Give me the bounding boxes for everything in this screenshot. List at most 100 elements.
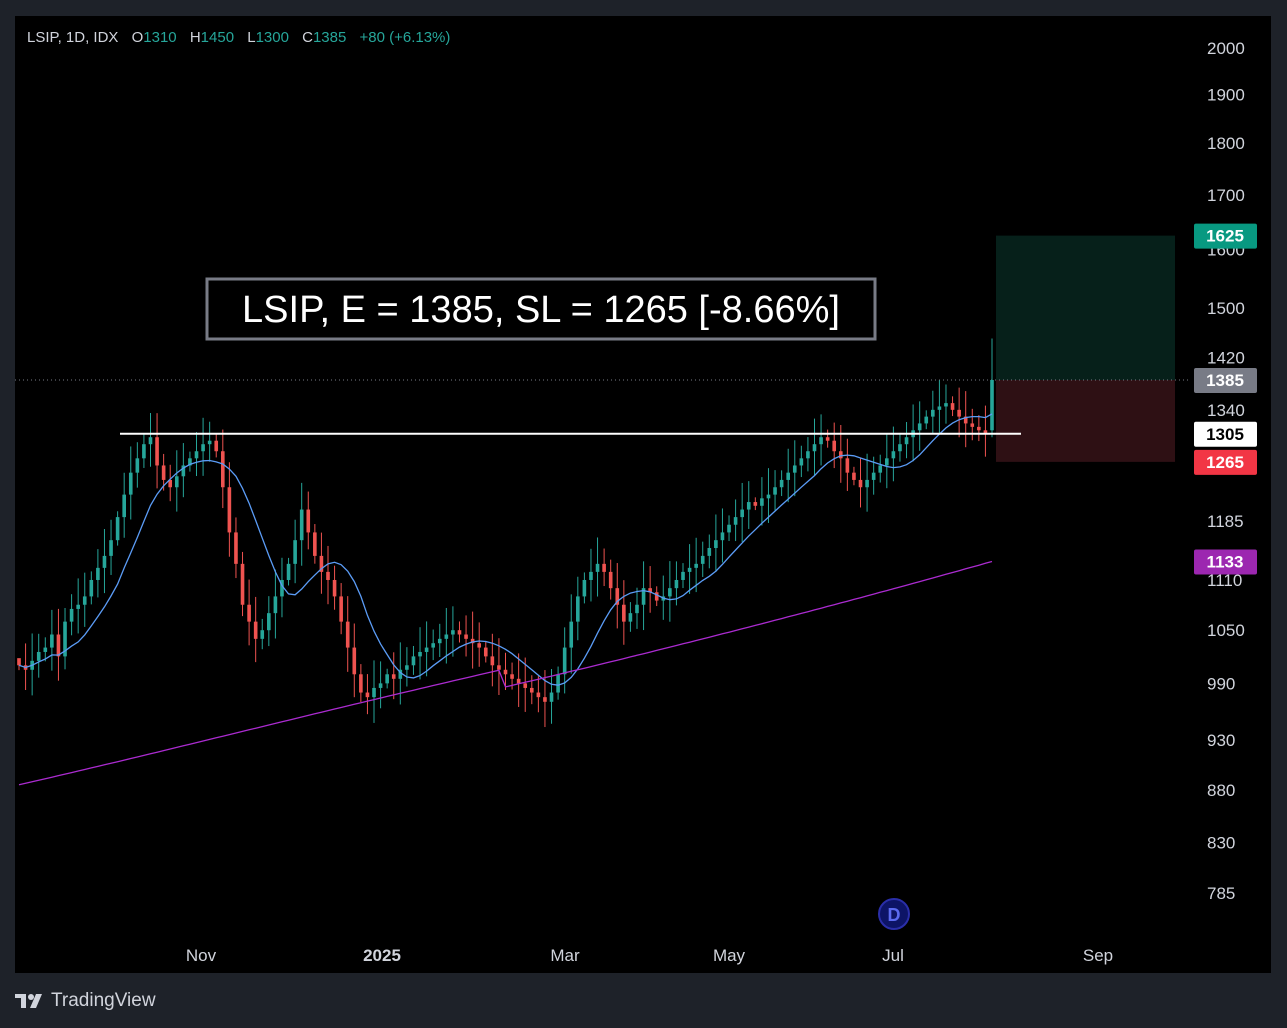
candle-body — [405, 665, 409, 670]
tradingview-logo-icon — [15, 994, 42, 1008]
candle-body — [562, 647, 567, 675]
y-axis-tick-label: 1800 — [1207, 134, 1245, 153]
candle-body — [365, 692, 370, 698]
candle-body — [181, 465, 186, 477]
candle-body — [418, 651, 422, 657]
candle-body — [424, 647, 429, 652]
candle-body — [115, 517, 120, 541]
candle-body — [234, 532, 238, 564]
y-axis-tick-label: 1900 — [1207, 85, 1245, 104]
candle-body — [904, 437, 909, 445]
candle-body — [977, 426, 981, 431]
y-axis-tick-label: 880 — [1207, 781, 1235, 800]
candle-body — [569, 621, 574, 648]
candle-body — [319, 555, 324, 572]
candle-body — [188, 458, 192, 466]
x-axis-tick-label: Nov — [186, 946, 217, 965]
candle-body — [286, 563, 291, 580]
y-axis-tick-label: 930 — [1207, 731, 1235, 750]
candle-body — [464, 634, 468, 639]
candle-body — [779, 479, 784, 488]
ma-fast-line — [18, 413, 993, 686]
candle-body — [891, 451, 896, 459]
candle-body — [931, 409, 935, 417]
candle-body — [885, 458, 889, 466]
price-tag-label: 1625 — [1206, 227, 1244, 246]
candle-body — [845, 458, 850, 473]
candle-body — [477, 643, 482, 648]
candle-body — [227, 487, 232, 533]
low-label: L — [247, 29, 256, 46]
candle-body — [707, 548, 712, 556]
candle-body — [700, 555, 705, 564]
candle-body — [201, 444, 205, 452]
candle-body — [490, 656, 495, 666]
candle-body — [615, 588, 620, 605]
candle-body — [483, 647, 488, 657]
price-tag-label: 1133 — [1207, 552, 1244, 571]
candle-body — [799, 458, 804, 466]
candle-body — [654, 592, 659, 601]
candle-body — [240, 563, 245, 605]
y-axis-tick-label: 1700 — [1207, 186, 1245, 205]
candle-body — [865, 479, 869, 488]
candle-body — [247, 604, 251, 622]
candle-body — [641, 588, 646, 605]
candle-body — [944, 403, 948, 407]
candle-body — [326, 571, 330, 580]
price-tag-label: 1385 — [1206, 371, 1244, 390]
candle-body — [207, 440, 212, 445]
y-axis-tick-label: 830 — [1207, 834, 1235, 853]
candle-body — [628, 613, 633, 622]
candle-body — [740, 509, 744, 518]
high-value: 1450 — [200, 29, 235, 46]
price-chart[interactable]: 2000190018001700160015001420134011851110… — [15, 16, 1271, 973]
candle-body — [582, 579, 587, 597]
tradingview-logo[interactable]: TradingView — [15, 990, 156, 1012]
candle-body — [82, 596, 87, 605]
candle-body — [687, 567, 692, 572]
candle-body — [773, 487, 777, 495]
candle-body — [168, 479, 173, 488]
candle-body — [299, 509, 304, 541]
candle-body — [69, 608, 74, 622]
candle-body — [990, 380, 994, 431]
candle-body — [602, 563, 606, 572]
candle-body — [437, 638, 442, 644]
price-tag — [1194, 421, 1257, 447]
candle-body — [871, 472, 876, 480]
candle-body — [253, 621, 258, 639]
open-label: O — [131, 29, 144, 46]
chart-frame: 2000 1900 1800 1700 1600 1500 1420 1340 1185 1110… — [15, 16, 1271, 973]
candle-body — [753, 502, 758, 506]
candle-body — [267, 613, 271, 631]
candle-body — [950, 403, 955, 410]
candle-body — [398, 669, 403, 679]
candle-body — [852, 472, 856, 480]
x-axis-tick-label: Mar — [550, 946, 580, 965]
candle-body — [497, 665, 501, 670]
candle-body — [838, 451, 843, 459]
candle-body — [858, 479, 863, 488]
price-tag — [1194, 549, 1257, 575]
candle-body — [536, 692, 541, 698]
candle-body — [714, 540, 718, 549]
candle-body — [135, 458, 140, 473]
candle-body — [293, 540, 297, 564]
candle-body — [273, 596, 278, 614]
candle-body — [727, 524, 731, 533]
annotation-box — [205, 277, 877, 341]
candle-body — [549, 692, 554, 702]
candle-body — [63, 621, 67, 657]
candle-body — [608, 571, 613, 589]
candle-body — [510, 674, 514, 679]
candle-body — [339, 596, 343, 622]
y-axis-tick-label: 1110 — [1207, 571, 1242, 590]
dividend-marker-label: D — [888, 905, 901, 925]
candle-body — [746, 502, 751, 510]
candle-body — [194, 451, 199, 459]
price-tag-label: 1305 — [1206, 425, 1244, 444]
candle-body — [963, 416, 968, 424]
candle-body — [122, 494, 126, 518]
annotation-title: LSIP, E = 1385, SL = 1265 [-8.66%] — [242, 289, 840, 331]
